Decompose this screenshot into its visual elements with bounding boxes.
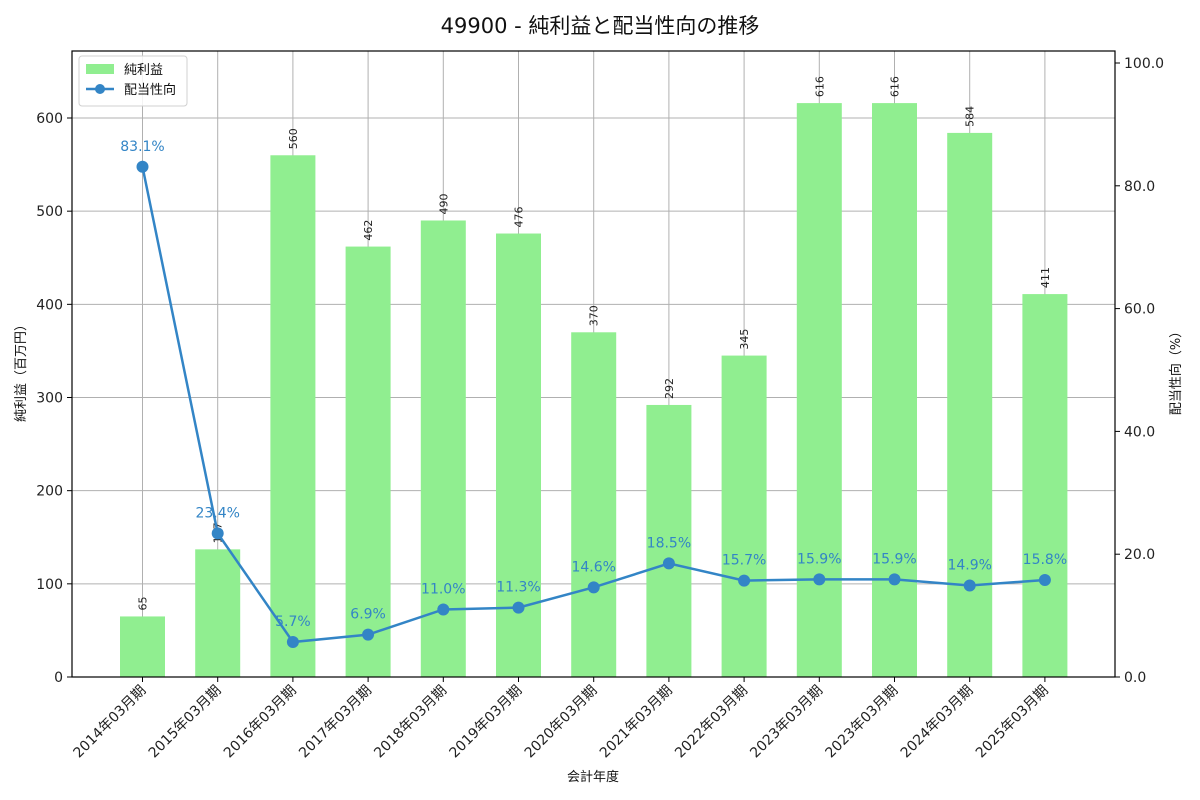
legend-line-marker: [95, 84, 105, 94]
x-axis-label: 会計年度: [567, 769, 619, 785]
bar: [345, 246, 391, 677]
bar-value-label: 560: [287, 128, 300, 149]
x-tick-label: 2018年03月期: [371, 683, 450, 762]
line-marker: [662, 557, 675, 570]
line-value-label: 11.0%: [421, 581, 465, 597]
legend-bar-label: 純利益: [124, 63, 163, 78]
bar-value-label: 370: [588, 305, 601, 326]
y-right-tick-label: 100.0: [1124, 56, 1164, 72]
bar: [270, 155, 316, 677]
y-left-tick-label: 300: [36, 391, 63, 407]
bar: [420, 220, 466, 677]
bar-value-label: 65: [137, 596, 150, 610]
x-tick-label: 2014年03月期: [71, 683, 150, 762]
y-axis-left-label: 純利益（百万円）: [14, 318, 29, 422]
y-left-tick-label: 600: [36, 111, 63, 127]
bar-value-label: 616: [889, 76, 902, 97]
line-marker: [136, 160, 149, 173]
line-marker: [437, 603, 450, 616]
bar: [646, 404, 692, 677]
x-tick-label: 2023年03月期: [823, 683, 902, 762]
y-right-tick-label: 20.0: [1124, 547, 1155, 563]
bar-value-label: 292: [663, 378, 676, 399]
bar: [721, 355, 767, 677]
legend-bar-swatch: [86, 64, 114, 74]
legend: 純利益 配当性向: [78, 55, 188, 107]
chart-title: 49900 - 純利益と配当性向の推移: [440, 14, 760, 38]
bar-value-label: 476: [513, 207, 526, 228]
line-value-label: 15.8%: [1023, 552, 1067, 568]
line-marker: [888, 573, 901, 586]
x-tick-label: 2021年03月期: [597, 683, 676, 762]
y-right-tick-label: 40.0: [1124, 424, 1155, 440]
line-value-label: 14.9%: [947, 558, 991, 574]
line-value-label: 23.4%: [195, 505, 239, 521]
line-marker: [286, 636, 299, 649]
line-marker: [512, 601, 525, 614]
x-tick-label: 2016年03月期: [221, 683, 300, 762]
line-series: 83.1% 23.4% 5.7% 6.9% 11.0% 11.3% 14.6% 18.5% 15…: [120, 139, 1067, 649]
line-marker: [1038, 573, 1051, 586]
bar-value-label: 490: [437, 193, 450, 214]
line-value-label: 14.6%: [571, 559, 615, 575]
x-tick-label: 2025年03月期: [973, 683, 1052, 762]
line-value-label: 18.5%: [647, 535, 691, 551]
line-value-label: 15.7%: [722, 553, 766, 569]
bar-value-label: 616: [813, 76, 826, 97]
x-tick-label: 2017年03月期: [296, 683, 375, 762]
y-left-tick-label: 500: [36, 204, 63, 220]
line-value-label: 15.9%: [797, 551, 841, 567]
line-marker: [362, 628, 375, 641]
x-tick-label: 2019年03月期: [447, 683, 526, 762]
line-value-label: 6.9%: [350, 607, 386, 623]
y-left-tick-label: 400: [36, 297, 63, 313]
line-marker: [963, 579, 976, 592]
x-tick-label: 2022年03月期: [672, 683, 751, 762]
line-value-label: 15.9%: [872, 551, 916, 567]
line-value-label: 5.7%: [275, 614, 311, 630]
bar-value-label: 584: [964, 106, 977, 127]
x-tick-label: 2023年03月期: [747, 683, 826, 762]
y-left-tick-label: 0: [54, 670, 63, 686]
y-left-tick-label: 100: [36, 577, 63, 593]
x-tick-label: 2020年03月期: [522, 683, 601, 762]
bar: [872, 103, 917, 678]
bar-value-label: 345: [738, 329, 751, 350]
bar: [195, 549, 241, 677]
y-right-tick-label: 60.0: [1124, 302, 1155, 318]
line-marker: [738, 574, 751, 587]
bar: [947, 132, 993, 677]
bar: [571, 332, 617, 677]
x-tick-label: 2024年03月期: [898, 683, 977, 762]
line-marker: [211, 527, 224, 540]
x-tick-label: 2015年03月期: [146, 683, 225, 762]
line-marker: [813, 573, 826, 586]
line-value-label: 11.3%: [496, 580, 540, 596]
bar: [1022, 294, 1068, 677]
y-right-tick-label: 0.0: [1124, 670, 1146, 686]
y-right-tick-label: 80.0: [1124, 179, 1155, 195]
y-left-tick-label: 200: [36, 484, 63, 500]
bar-value-label: 462: [362, 220, 375, 241]
bar: [796, 103, 842, 678]
line-value-label: 83.1%: [120, 139, 164, 155]
legend-line-label: 配当性向: [124, 82, 176, 98]
bar-value-label: 411: [1039, 267, 1052, 288]
bar: [120, 616, 165, 677]
y-axis-right-label: 配当性向（%）: [1168, 325, 1184, 415]
line-marker: [587, 581, 600, 594]
